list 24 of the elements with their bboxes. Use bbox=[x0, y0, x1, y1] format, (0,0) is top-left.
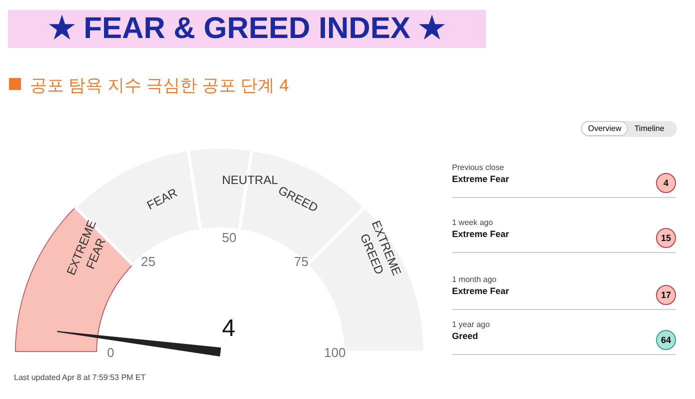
text: Last updated Apr 8 at 7:59:53 PM ET bbox=[14, 373, 146, 382]
text: Extreme Fear bbox=[452, 174, 510, 184]
text: 17 bbox=[656, 285, 676, 305]
text: Extreme Fear bbox=[452, 286, 510, 296]
text: Overview bbox=[581, 121, 628, 136]
text: 100 bbox=[324, 345, 346, 360]
text: 0 bbox=[107, 345, 114, 360]
text: 75 bbox=[294, 254, 308, 269]
chart-title: ★ FEAR & GREED INDEX ★ bbox=[8, 10, 486, 48]
text: 64 bbox=[656, 330, 676, 350]
text: Greed bbox=[452, 331, 478, 341]
text: 1 week ago bbox=[452, 218, 493, 227]
text: 4 bbox=[222, 315, 236, 342]
text: 50 bbox=[222, 230, 236, 245]
text: 25 bbox=[141, 254, 156, 269]
slice-label: NEUTRAL bbox=[222, 173, 278, 187]
chart-subtitle: 공포 탐욕 지수 극심한 공포 단계 4 bbox=[30, 75, 289, 97]
text: 15 bbox=[656, 228, 676, 248]
text: Timeline bbox=[633, 123, 666, 135]
text: 1 month ago bbox=[452, 275, 496, 284]
text: Extreme Fear bbox=[452, 229, 510, 239]
text: Previous close bbox=[452, 163, 504, 172]
text: 4 bbox=[656, 173, 676, 193]
text: 1 year ago bbox=[452, 320, 490, 329]
